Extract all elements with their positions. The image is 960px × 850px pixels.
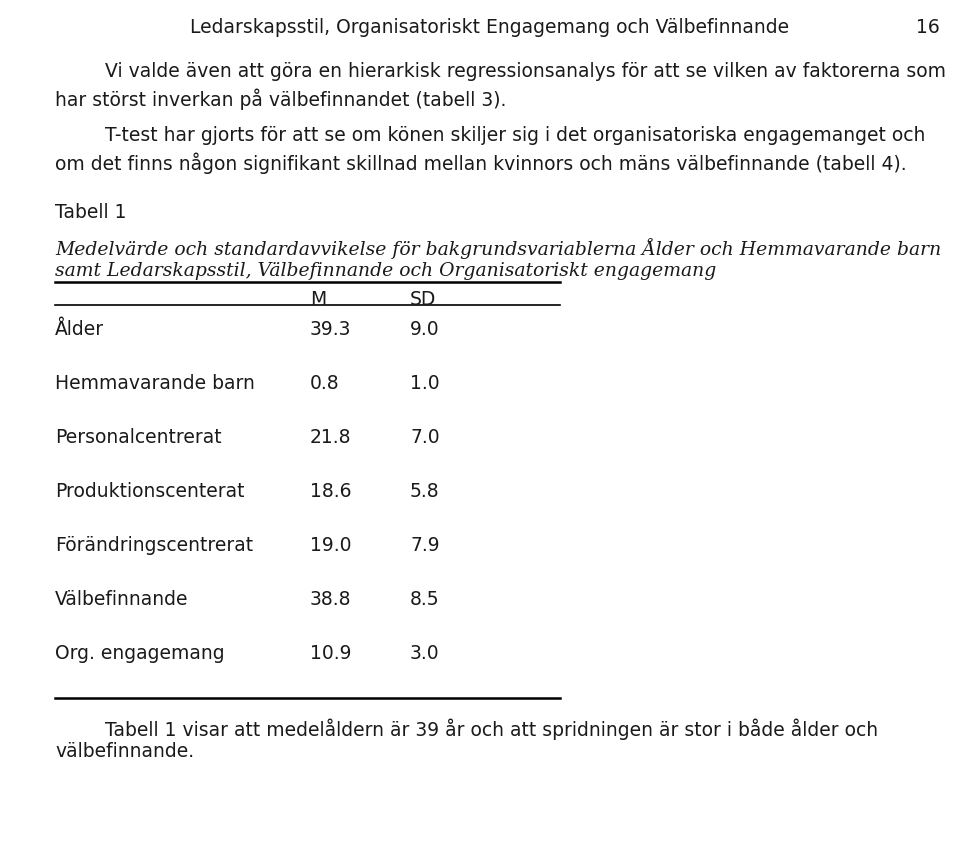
Text: 21.8: 21.8 bbox=[310, 428, 351, 447]
Text: 7.9: 7.9 bbox=[410, 536, 440, 555]
Text: Personalcentrerat: Personalcentrerat bbox=[55, 428, 222, 447]
Text: 39.3: 39.3 bbox=[310, 320, 351, 339]
Text: om det finns någon signifikant skillnad mellan kvinnors och mäns välbefinnande (: om det finns någon signifikant skillnad … bbox=[55, 152, 906, 173]
Text: 3.0: 3.0 bbox=[410, 644, 440, 663]
Text: 16: 16 bbox=[916, 18, 940, 37]
Text: Tabell 1: Tabell 1 bbox=[55, 203, 127, 222]
Text: har störst inverkan på välbefinnandet (tabell 3).: har störst inverkan på välbefinnandet (t… bbox=[55, 88, 506, 110]
Text: 18.6: 18.6 bbox=[310, 482, 351, 501]
Text: Produktionscenterat: Produktionscenterat bbox=[55, 482, 245, 501]
Text: 0.8: 0.8 bbox=[310, 374, 340, 393]
Text: samt Ledarskapsstil, Välbefinnande och Organisatoriskt engagemang: samt Ledarskapsstil, Välbefinnande och O… bbox=[55, 262, 716, 280]
Text: 38.8: 38.8 bbox=[310, 590, 351, 609]
Text: 5.8: 5.8 bbox=[410, 482, 440, 501]
Text: Ålder: Ålder bbox=[55, 320, 104, 339]
Text: 8.5: 8.5 bbox=[410, 590, 440, 609]
Text: Org. engagemang: Org. engagemang bbox=[55, 644, 225, 663]
Text: 7.0: 7.0 bbox=[410, 428, 440, 447]
Text: Hemmavarande barn: Hemmavarande barn bbox=[55, 374, 254, 393]
Text: 19.0: 19.0 bbox=[310, 536, 351, 555]
Text: Förändringscentrerat: Förändringscentrerat bbox=[55, 536, 253, 555]
Text: Ledarskapsstil, Organisatoriskt Engagemang och Välbefinnande: Ledarskapsstil, Organisatoriskt Engagema… bbox=[190, 18, 789, 37]
Text: 10.9: 10.9 bbox=[310, 644, 351, 663]
Text: välbefinnande.: välbefinnande. bbox=[55, 742, 194, 761]
Text: M: M bbox=[310, 290, 326, 309]
Text: Vi valde även att göra en hierarkisk regressionsanalys för att se vilken av fakt: Vi valde även att göra en hierarkisk reg… bbox=[105, 62, 946, 81]
Text: Tabell 1 visar att medelåldern är 39 år och att spridningen är stor i både ålder: Tabell 1 visar att medelåldern är 39 år … bbox=[105, 718, 878, 740]
Text: T-test har gjorts för att se om könen skiljer sig i det organisatoriska engagema: T-test har gjorts för att se om könen sk… bbox=[105, 126, 925, 145]
Text: 9.0: 9.0 bbox=[410, 320, 440, 339]
Text: Medelvärde och standardavvikelse för bakgrundsvariablerna Ålder och Hemmavarande: Medelvärde och standardavvikelse för bak… bbox=[55, 238, 941, 259]
Text: SD: SD bbox=[410, 290, 437, 309]
Text: 1.0: 1.0 bbox=[410, 374, 440, 393]
Text: Välbefinnande: Välbefinnande bbox=[55, 590, 188, 609]
